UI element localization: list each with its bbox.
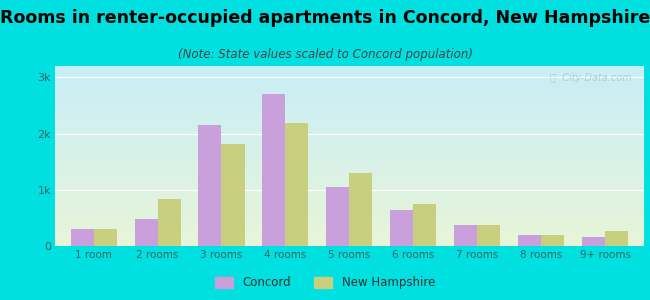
Bar <box>390 210 413 246</box>
Bar <box>350 173 372 246</box>
Bar <box>263 94 285 246</box>
Bar <box>135 219 157 246</box>
Legend: Concord, New Hampshire: Concord, New Hampshire <box>211 272 439 294</box>
Bar <box>605 231 628 246</box>
Bar <box>94 230 116 246</box>
Bar <box>71 229 94 246</box>
Bar <box>582 237 605 246</box>
Bar <box>518 235 541 246</box>
Bar <box>198 125 222 246</box>
Bar <box>222 144 244 246</box>
Bar <box>285 123 309 246</box>
Text: (Note: State values scaled to Concord population): (Note: State values scaled to Concord po… <box>177 48 473 61</box>
Text: ⓘ  City-Data.com: ⓘ City-Data.com <box>550 73 632 83</box>
Text: Rooms in renter-occupied apartments in Concord, New Hampshire: Rooms in renter-occupied apartments in C… <box>0 9 650 27</box>
Bar <box>413 204 436 246</box>
Bar <box>157 199 181 246</box>
Bar <box>541 235 564 246</box>
Bar <box>326 187 350 246</box>
Bar <box>454 225 477 246</box>
Bar <box>477 225 500 246</box>
